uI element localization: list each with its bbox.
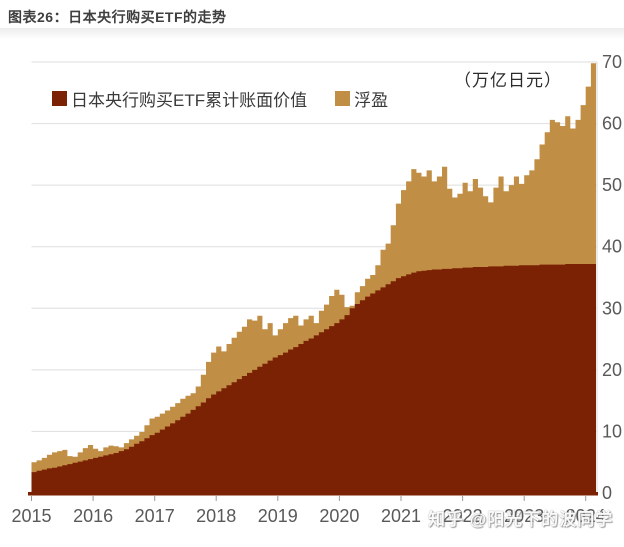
x-axis-line bbox=[28, 492, 598, 496]
y-tick-label-10: 10 bbox=[602, 421, 622, 441]
x-tick-label-2021: 2021 bbox=[381, 506, 421, 526]
x-tick-label-2017: 2017 bbox=[135, 506, 175, 526]
x-tick-label-2018: 2018 bbox=[196, 506, 236, 526]
y-tick-label-30: 30 bbox=[602, 298, 622, 318]
y-tick-label-60: 60 bbox=[602, 114, 622, 134]
x-tick-label-2016: 2016 bbox=[73, 506, 113, 526]
figure-title: 图表26：日本央行购买ETF的走势 bbox=[8, 9, 227, 25]
legend-swatch-profit bbox=[335, 91, 351, 106]
x-tick-label-2024: 2024 bbox=[566, 506, 606, 526]
book-value-area bbox=[31, 264, 596, 493]
y-tick-label-20: 20 bbox=[602, 360, 622, 380]
x-tick-label-2023: 2023 bbox=[504, 506, 544, 526]
legend-label-profit: 浮盈 bbox=[354, 91, 389, 110]
y-tick-label-70: 70 bbox=[602, 52, 622, 72]
legend-label-book-value: 日本央行购买ETF累计账面价值 bbox=[71, 91, 308, 110]
x-tick-label-2015: 2015 bbox=[11, 506, 51, 526]
y-tick-label-40: 40 bbox=[602, 237, 622, 257]
x-tick-label-2022: 2022 bbox=[443, 506, 483, 526]
y-tick-label-0: 0 bbox=[602, 483, 612, 503]
axis-unit-label: （万亿日元） bbox=[454, 71, 562, 90]
watermark: 知乎 @阳光下的波同学 bbox=[428, 510, 614, 529]
x-tick-label-2020: 2020 bbox=[319, 506, 359, 526]
legend-swatch-book-value bbox=[52, 91, 67, 106]
x-tick-label-2019: 2019 bbox=[258, 506, 298, 526]
chart-legend: 日本央行购买ETF累计账面价值 浮盈 bbox=[52, 86, 388, 111]
y-tick-label-50: 50 bbox=[602, 175, 622, 195]
title-divider bbox=[0, 28, 624, 39]
